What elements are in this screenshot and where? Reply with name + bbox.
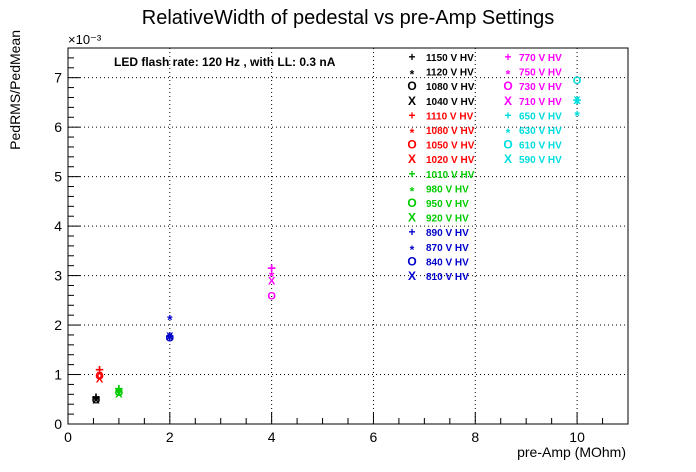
legend-label: 980 V HV — [426, 184, 469, 195]
x-tick-label: 4 — [268, 429, 276, 445]
legend-label: 840 V HV — [426, 257, 469, 268]
y-tick-label: 2 — [54, 317, 62, 333]
legend-marker: * — [410, 243, 415, 257]
data-point: * — [97, 367, 103, 383]
data-point: X — [92, 394, 100, 406]
legend-marker: * — [506, 126, 511, 140]
legend-label: 710 V HV — [519, 97, 562, 108]
legend: +1150 V HV * 1120 V HV O 1080 V HV X 1040 V HV… — [407, 50, 562, 283]
legend-marker: + — [504, 50, 511, 64]
x-axis-title: pre-Amp (MOhm) — [517, 444, 626, 460]
y-tick-label: 3 — [54, 268, 62, 284]
legend-marker: X — [408, 94, 416, 108]
legend-label: 650 V HV — [519, 111, 562, 122]
y-tick-label: 5 — [54, 169, 62, 185]
legend-label: 870 V HV — [426, 243, 469, 254]
legend-marker: + — [504, 108, 511, 122]
legend-label: 1040 V HV — [426, 97, 475, 108]
legend-marker: X — [408, 269, 416, 283]
x-tick-label: 8 — [471, 429, 479, 445]
legend-marker: O — [503, 138, 512, 152]
data-point: + — [573, 92, 582, 109]
legend-label: 810 V HV — [426, 272, 469, 283]
legend-marker: X — [408, 211, 416, 225]
data-point: + — [92, 389, 101, 406]
chart-annotation: LED flash rate: 120 Hz , with LL: 0.3 nA — [114, 55, 336, 69]
x-tick-label: 2 — [166, 429, 174, 445]
data-point: * — [93, 393, 99, 409]
axis-tick-labels: 0 2 4 6 8 10 0 1 2 3 4 5 6 7 — [54, 70, 585, 445]
data-points: +*OX+*OX+*OX+*OX+*OX+*OX — [92, 75, 582, 409]
x-tick-label: 6 — [370, 429, 378, 445]
data-point: X — [115, 388, 123, 400]
legend-marker: X — [504, 152, 512, 166]
legend-label: 1080 V HV — [426, 126, 475, 137]
data-point: X — [573, 95, 581, 107]
legend-marker: O — [503, 79, 512, 93]
data-point: + — [95, 362, 104, 379]
legend-marker: + — [408, 225, 415, 239]
legend-label: 610 V HV — [519, 141, 562, 152]
legend-label: 1020 V HV — [426, 155, 475, 166]
legend-label: 1120 V HV — [426, 68, 474, 79]
x-tick-label: 0 — [64, 429, 72, 445]
legend-label: 920 V HV — [426, 214, 469, 225]
y-axis-multiplier: ×10⁻³ — [68, 32, 102, 47]
data-point: * — [116, 384, 122, 400]
x-tick-label: 10 — [569, 429, 585, 445]
legend-marker: + — [408, 50, 415, 64]
legend-label: 1080 V HV — [426, 82, 475, 93]
legend-marker: * — [410, 126, 415, 140]
data-point: X — [268, 276, 276, 288]
legend-marker: O — [407, 79, 416, 93]
data-point: O — [166, 332, 175, 344]
y-tick-label: 6 — [54, 119, 62, 135]
data-point: X — [166, 331, 174, 343]
data-point: * — [574, 107, 580, 123]
data-point: + — [165, 328, 174, 345]
data-point: + — [115, 380, 124, 397]
legend-label: 730 V HV — [519, 82, 562, 93]
legend-marker: O — [407, 254, 416, 268]
legend-marker: X — [504, 94, 512, 108]
data-point: O — [92, 394, 101, 406]
data-point: O — [95, 371, 104, 383]
y-tick-label: 4 — [54, 218, 62, 234]
grid-lines — [68, 48, 628, 424]
legend-label: 1010 V HV — [426, 170, 475, 181]
legend-marker: * — [410, 68, 415, 82]
legend-marker: X — [408, 152, 416, 166]
data-point: O — [573, 75, 582, 87]
legend-label: 590 V HV — [519, 155, 562, 166]
legend-label: 750 V HV — [519, 68, 562, 79]
legend-label: 630 V HV — [519, 126, 562, 137]
legend-marker: * — [410, 184, 415, 198]
legend-label: 1110 V HV — [426, 111, 474, 122]
legend-label: 1150 V HV — [426, 53, 474, 64]
legend-marker: O — [407, 138, 416, 152]
data-point: * — [269, 268, 275, 284]
y-tick-label: 0 — [54, 416, 62, 432]
legend-marker: O — [407, 196, 416, 210]
chart-title: RelativeWidth of pedestal vs pre-Amp Set… — [142, 7, 554, 29]
y-tick-label: 1 — [54, 367, 62, 383]
y-tick-label: 7 — [54, 70, 62, 86]
legend-label: 1050 V HV — [426, 141, 475, 152]
y-axis-title: PedRMS/PedMean — [7, 30, 23, 150]
data-point: X — [96, 373, 104, 385]
axis-ticks — [67, 47, 629, 425]
data-point: O — [267, 290, 276, 302]
legend-marker: + — [408, 167, 415, 181]
data-point: O — [115, 387, 124, 399]
legend-label: 890 V HV — [426, 228, 469, 239]
legend-marker: * — [506, 68, 511, 82]
data-point: * — [167, 312, 173, 328]
legend-marker: + — [408, 108, 415, 122]
legend-label: 770 V HV — [519, 53, 562, 64]
data-point: + — [267, 260, 276, 277]
legend-label: 950 V HV — [426, 199, 469, 210]
